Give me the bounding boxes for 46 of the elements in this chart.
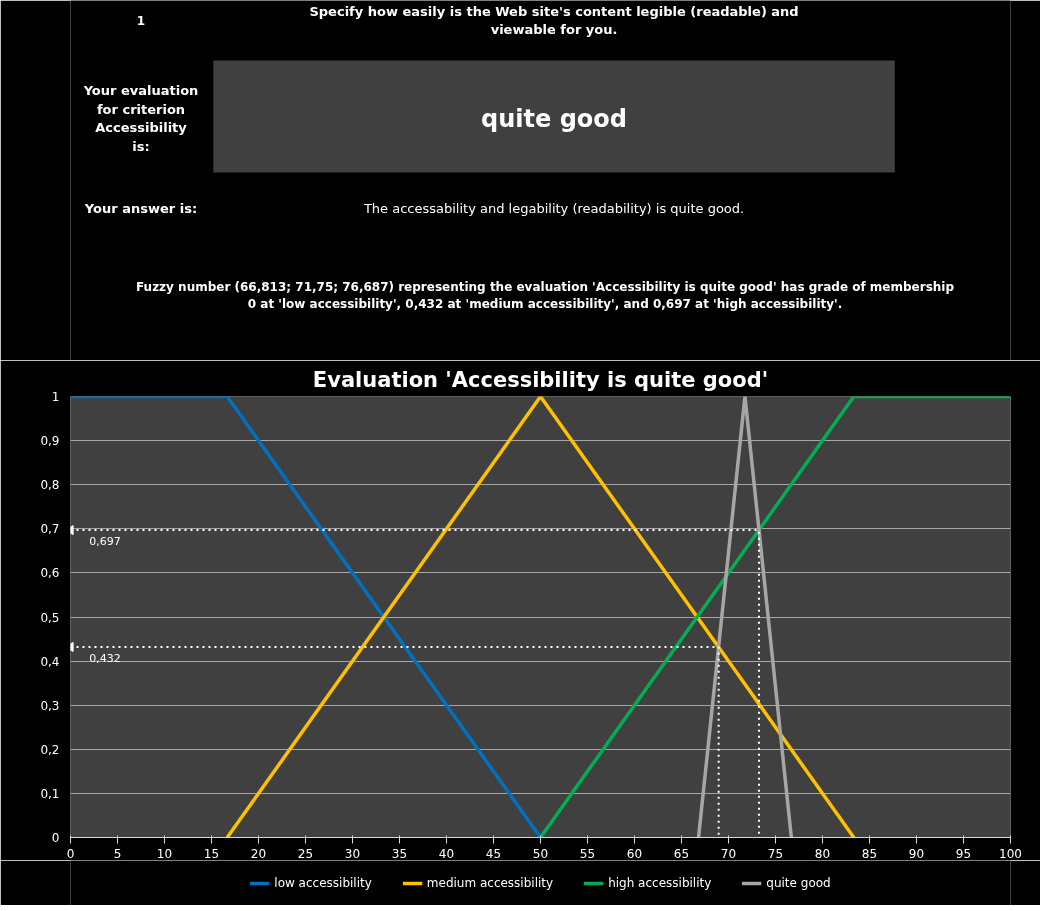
x-tick-label: 20 [250, 846, 267, 861]
x-tick-label: 5 [113, 846, 122, 861]
x-tick-label: 65 [673, 846, 690, 861]
x-tick-label: 35 [391, 846, 408, 861]
x-tick-label: 100 [999, 846, 1022, 861]
annotation: 0,432 [89, 651, 121, 665]
y-tick-label: 0,2 [40, 742, 60, 757]
y-tick-label: 0,3 [40, 698, 60, 713]
y-tick-label: 0,6 [40, 566, 60, 581]
x-tick-label: 85 [861, 846, 878, 861]
x-tick-label: 15 [203, 846, 220, 861]
text: quite good [481, 104, 628, 133]
y-tick-label: 0,8 [40, 478, 60, 493]
x-tick-label: 50 [532, 846, 549, 861]
x-tick-label: 25 [297, 846, 314, 861]
legend-label: low accessibility [274, 875, 372, 890]
x-tick-label: 75 [767, 846, 784, 861]
x-tick-label: 70 [720, 846, 737, 861]
x-tick-label: 55 [579, 846, 596, 861]
y-tick-label: 0,1 [40, 786, 60, 801]
text: Fuzzy number (66,813; 71,75; 76,687) representing the evaluation 'Accessibility is quite good' has grade of membership 0 at 'low accessibility', 0,432 at 'medium accessibility', and 0,697 at 'high accessibility'. [136, 279, 955, 312]
x-tick-label: 0 [66, 846, 75, 861]
legend-label: quite good [766, 875, 831, 890]
text: The accessability and legability (readability) is quite good. [362, 201, 745, 216]
y-tick-label: 0 [51, 831, 60, 845]
x-tick-label: 95 [955, 846, 972, 861]
y-tick-label: 0,5 [40, 610, 60, 625]
x-tick-label: 60 [626, 846, 643, 861]
text: Your answer is: [83, 201, 198, 216]
annotation: 0,697 [89, 534, 121, 548]
x-tick-label: 45 [485, 846, 502, 861]
y-tick-label: 0,9 [40, 434, 60, 449]
legend-label: high accessibility [608, 875, 712, 890]
y-tick-label: 0,4 [40, 654, 60, 669]
x-tick-label: 10 [156, 846, 173, 861]
y-tick-label: 1 [51, 390, 60, 404]
x-tick-label: 80 [814, 846, 831, 861]
x-tick-label: 90 [908, 846, 925, 861]
chart-title: Evaluation 'Accessibility is quite good' [312, 367, 769, 392]
text: 1 [136, 14, 146, 28]
y-tick-label: 0,7 [40, 522, 60, 537]
x-tick-label: 30 [344, 846, 361, 861]
text: Specify how easily is the Web site's content legible (readable) and viewable for you. [309, 3, 799, 38]
legend-label: medium accessibility [426, 875, 554, 890]
x-tick-label: 40 [438, 846, 455, 861]
text: Your evaluation for criterion Accessibility is: [82, 82, 199, 155]
